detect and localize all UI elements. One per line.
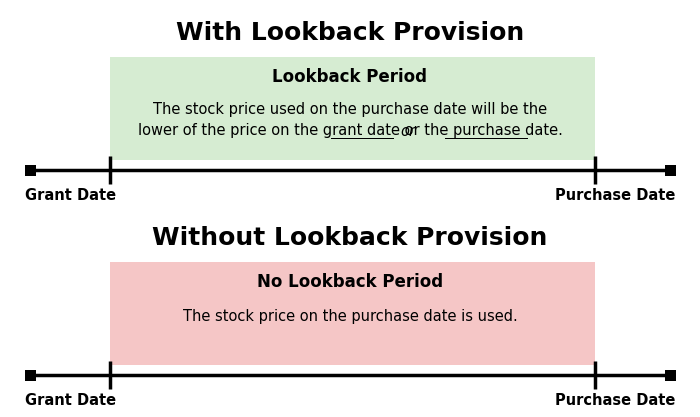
Text: lower of the price on the grant date or the purchase date.: lower of the price on the grant date or … [138, 123, 562, 138]
Text: The stock price on the purchase date is used.: The stock price on the purchase date is … [183, 309, 517, 324]
Text: or: or [401, 123, 416, 138]
Bar [664, 369, 676, 380]
Bar [664, 164, 676, 176]
Text: Without Lookback Provision: Without Lookback Provision [153, 226, 547, 250]
Text: Grant Date: Grant Date [25, 188, 116, 203]
Text: Lookback Period: Lookback Period [272, 68, 428, 86]
Bar [445, 138, 528, 139]
Bar [331, 138, 395, 139]
Text: The stock price used on the purchase date will be the: The stock price used on the purchase dat… [153, 101, 547, 116]
Text: Grant Date: Grant Date [25, 393, 116, 408]
Bar [25, 369, 36, 380]
Text: No Lookback Period: No Lookback Period [257, 273, 443, 291]
Text: Purchase Date: Purchase Date [554, 188, 675, 203]
Text: With Lookback Provision: With Lookback Provision [176, 21, 524, 45]
Bar [25, 164, 36, 176]
Bar [110, 57, 595, 160]
Text: Purchase Date: Purchase Date [554, 393, 675, 408]
Bar [110, 262, 595, 365]
